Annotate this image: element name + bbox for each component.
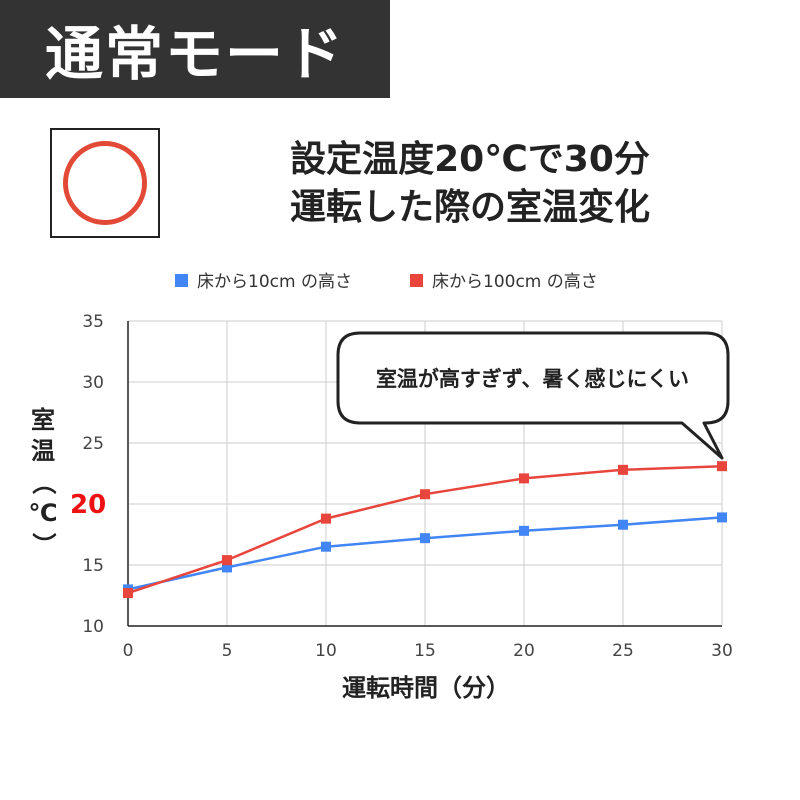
y-axis-title-unit: ℃ bbox=[28, 499, 58, 527]
legend-label: 床から100cm の高さ bbox=[432, 272, 598, 292]
y-axis-title-paren-close: ） bbox=[29, 532, 58, 557]
data-point bbox=[420, 489, 430, 500]
x-tick-label: 5 bbox=[222, 641, 233, 661]
data-point bbox=[321, 541, 331, 552]
data-point bbox=[222, 555, 232, 566]
data-point bbox=[123, 588, 133, 599]
y-tick-label: 30 bbox=[82, 373, 104, 393]
circle-mark-ring bbox=[63, 141, 147, 225]
y-axis-title-paren-open: （ bbox=[29, 470, 58, 495]
data-point bbox=[420, 533, 430, 544]
data-point bbox=[222, 562, 232, 573]
chart-title-line1: 設定温度20℃で30分 bbox=[290, 139, 650, 180]
callout-bubble bbox=[336, 331, 730, 460]
mode-label: 通常モード bbox=[44, 20, 345, 88]
legend-label: 床から10cm の高さ bbox=[197, 272, 352, 292]
circle-mark-icon bbox=[50, 128, 160, 238]
y-tick-label: 10 bbox=[82, 617, 104, 637]
x-tick-label: 30 bbox=[711, 641, 733, 661]
y-tick-label: 15 bbox=[82, 556, 104, 576]
x-tick-label: 0 bbox=[123, 641, 134, 661]
y-tick-highlight-20: 20 bbox=[70, 490, 107, 520]
y-tick-label: 35 bbox=[82, 312, 104, 332]
data-point bbox=[717, 512, 727, 523]
y-axis-title-char-2: 温 bbox=[31, 437, 55, 465]
data-point bbox=[519, 525, 529, 536]
callout-text: 室温が高すぎず、暑く感じにくい bbox=[375, 367, 690, 391]
chart-title-line2: 運転した際の室温変化 bbox=[289, 187, 650, 228]
data-point bbox=[717, 461, 727, 472]
legend-swatch bbox=[175, 274, 188, 287]
legend-swatch bbox=[410, 274, 423, 287]
data-point bbox=[519, 473, 529, 484]
x-tick-label: 25 bbox=[612, 641, 634, 661]
x-tick-label: 20 bbox=[513, 641, 535, 661]
x-axis-title: 運転時間（分） bbox=[342, 674, 510, 702]
data-point bbox=[618, 519, 628, 530]
x-tick-label: 10 bbox=[315, 641, 337, 661]
data-point bbox=[321, 513, 331, 524]
chart-title: 設定温度20℃で30分 運転した際の室温変化 bbox=[180, 136, 760, 232]
data-point bbox=[618, 464, 628, 475]
y-axis-title: 室 温 （ ℃ ） bbox=[28, 405, 58, 560]
x-tick-label: 15 bbox=[414, 641, 436, 661]
mode-banner: 通常モード bbox=[0, 0, 390, 98]
y-axis-title-char-1: 室 bbox=[31, 406, 55, 434]
y-tick-label: 25 bbox=[82, 434, 104, 454]
